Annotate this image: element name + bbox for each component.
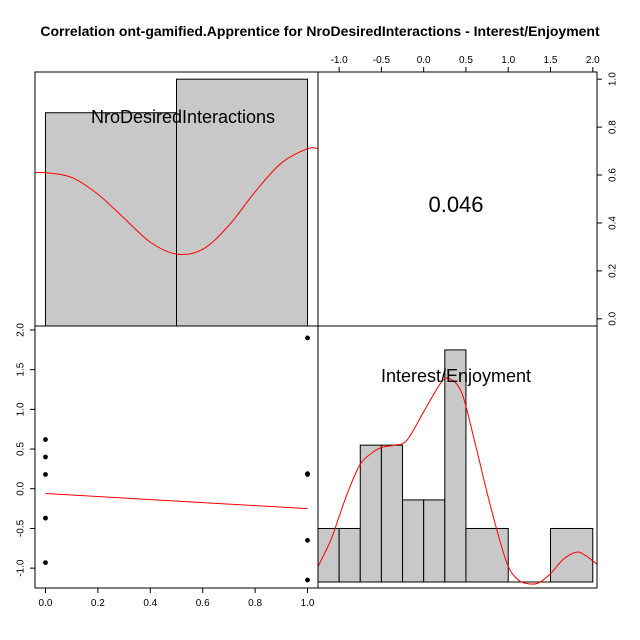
top-axis-tick-label: -1.0 — [331, 55, 349, 66]
bottom-axis-tick-label: 1.0 — [301, 598, 315, 609]
regression-line — [45, 493, 308, 510]
histogram-bar — [44, 112, 178, 327]
variable-label-y: Interest/Enjoyment — [381, 366, 531, 386]
bottom-axis-tick-label: 0.0 — [39, 598, 53, 609]
scatter-point — [43, 560, 48, 565]
scatter-point — [305, 537, 310, 543]
scatter-point — [305, 472, 310, 477]
scatter-point — [305, 577, 310, 583]
histogram-bar — [550, 527, 594, 583]
top-axis-tick-label: 0.5 — [459, 55, 473, 66]
left-axis-tick-label: 2.0 — [16, 323, 27, 337]
left-axis-tick-label: -1.0 — [16, 559, 27, 577]
histogram-bar — [317, 527, 340, 583]
left-axis-tick-label: 0.0 — [16, 481, 27, 495]
histogram-bar — [402, 499, 425, 583]
bottom-axis-tick-label: 0.6 — [196, 598, 210, 609]
histogram-bar — [176, 78, 309, 327]
bottom-axis: 0.0 0.2 0.4 0.6 0.8 1.0 — [39, 588, 315, 609]
right-axis-tick-label: 0.0 — [608, 311, 619, 325]
top-axis-tick-label: 2.0 — [586, 55, 600, 66]
histogram-bar — [465, 527, 509, 583]
top-axis-tick-label: 1.0 — [501, 55, 515, 66]
right-axis-tick-label: 1.0 — [608, 72, 619, 86]
scatter-point — [43, 515, 48, 521]
histogram-bar — [359, 444, 382, 583]
scatter-point — [43, 472, 48, 477]
scatter-point — [43, 454, 48, 460]
scatter-panel — [43, 335, 310, 583]
variable-label-x: NroDesiredInteractions — [91, 107, 275, 127]
top-axis: -1.0 -0.5 0.0 0.5 1.0 1.5 2.0 — [331, 55, 600, 72]
top-axis-tick-label: 1.5 — [544, 55, 558, 66]
histogram-panel-x — [34, 78, 319, 327]
correlation-value: 0.046 — [428, 192, 483, 217]
left-axis-tick-label: 0.5 — [16, 442, 27, 456]
right-axis-tick-label: 0.6 — [608, 168, 619, 182]
right-axis-tick-label: 0.4 — [608, 216, 619, 230]
density-curve — [317, 377, 598, 585]
left-axis-tick-label: -0.5 — [16, 519, 27, 537]
top-axis-tick-label: -0.5 — [373, 55, 391, 66]
left-axis-tick-label: 1.0 — [16, 402, 27, 416]
histogram-bar — [338, 527, 361, 583]
panel-bottom-left-border — [34, 325, 319, 589]
bottom-axis-tick-label: 0.2 — [91, 598, 105, 609]
bottom-axis-tick-label: 0.4 — [143, 598, 157, 609]
top-axis-tick-label: 0.0 — [417, 55, 431, 66]
right-axis-tick-label: 0.8 — [608, 120, 619, 134]
histogram-bar — [380, 444, 404, 583]
scatter-point — [305, 335, 310, 341]
left-axis-tick-label: 1.5 — [16, 362, 27, 376]
right-axis-tick-label: 0.2 — [608, 264, 619, 278]
right-axis: 0.0 0.2 0.4 0.6 0.8 1.0 — [597, 72, 619, 326]
scatter-point — [43, 437, 48, 442]
left-axis: -1.0 -0.5 0.0 0.5 1.0 1.5 2.0 — [16, 323, 35, 577]
histogram-panel-y — [317, 349, 598, 585]
bottom-axis-tick-label: 0.8 — [248, 598, 262, 609]
panel-bottom-right-border — [317, 325, 598, 589]
histogram-bar — [423, 499, 446, 583]
chart-title: Correlation ont-gamified.Apprentice for … — [40, 23, 600, 39]
density-curve — [34, 147, 319, 256]
